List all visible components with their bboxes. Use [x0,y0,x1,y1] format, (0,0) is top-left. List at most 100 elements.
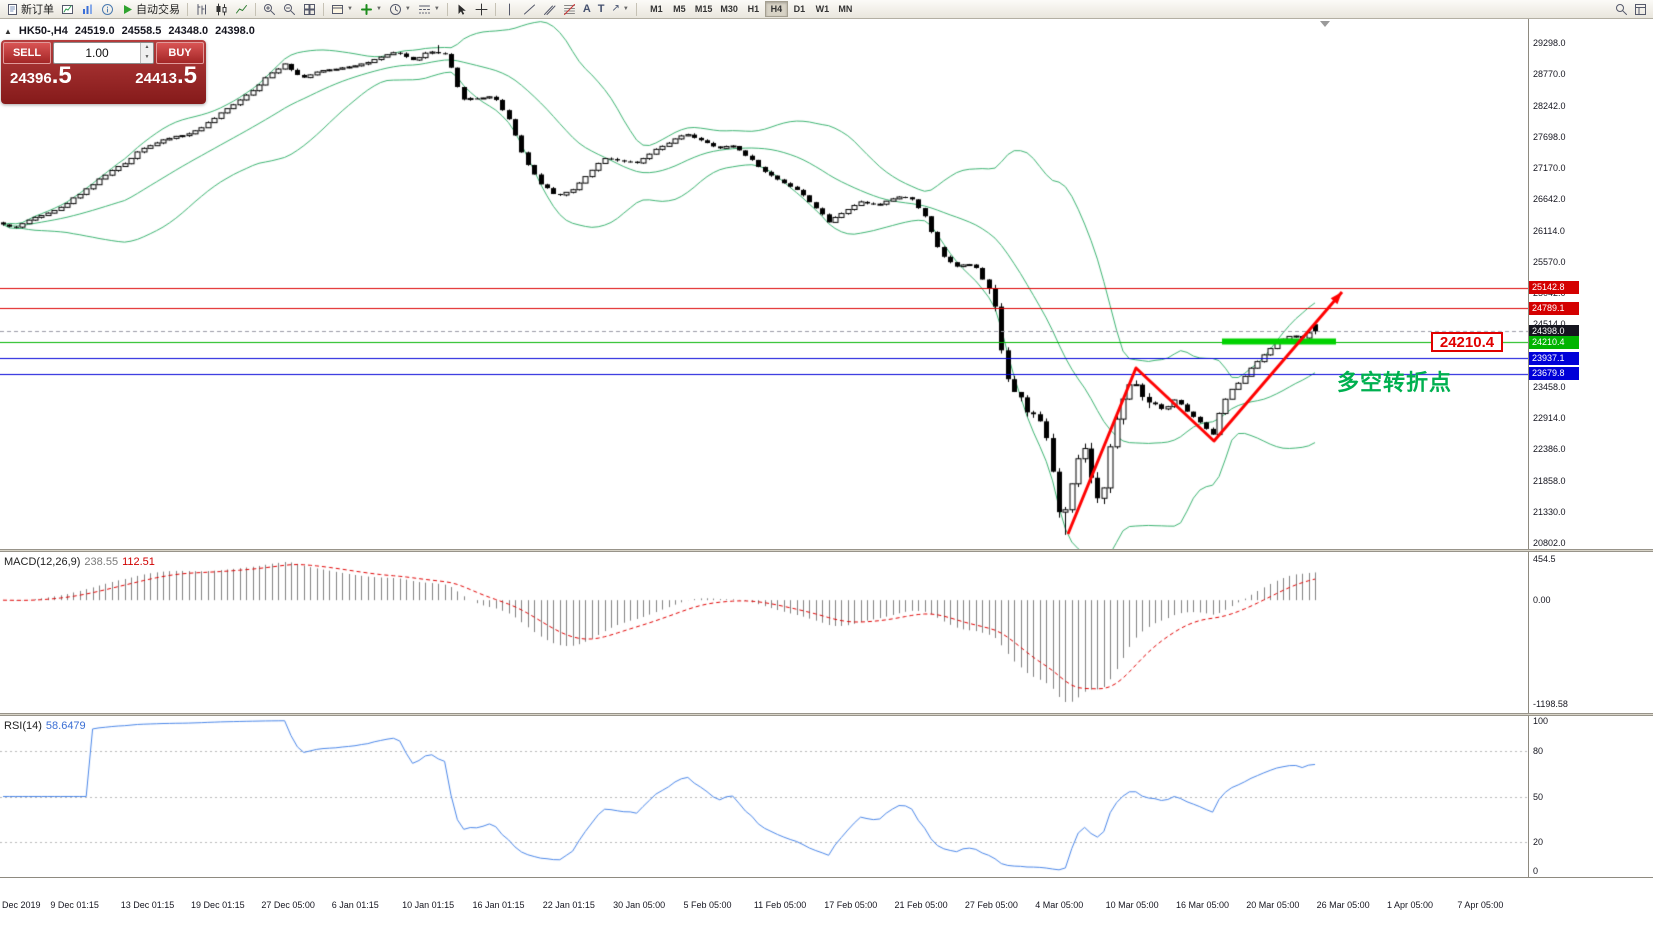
macd-panel-canvas[interactable] [0,552,1528,713]
price-axis-main[interactable]: 29298.0 28770.0 28242.0 27698.0 27170.0 26642… [1529,19,1653,549]
vertical-line-button[interactable] [500,1,519,18]
price-axis-label: 25570.0 [1533,257,1566,267]
symbol-period-label: HK50-,H4 [18,25,68,37]
time-axis-label: 27 Feb 05:00 [964,900,1018,910]
sell-button[interactable]: SELL [3,42,51,64]
rsi-panel-canvas[interactable] [0,716,1528,877]
clock-icon [389,3,401,15]
fibonacci-icon [563,3,575,15]
one-click-trading-panel: SELL 1.00 ▲ ▼ BUY 24396.5 24413.5 [1,40,206,104]
label-tool-icon: T [597,3,605,15]
data-window-icon [102,3,113,15]
price-level-tag: 25142.8 [1529,281,1579,294]
channel-button[interactable] [540,1,559,18]
time-axis-divider [0,877,1653,878]
open-value: 24519.0 [74,25,115,37]
timeframe-m5-button[interactable]: M5 [668,1,691,17]
time-axis-label: 19 Dec 01:15 [191,900,245,910]
line-style-button[interactable]: ▼ [415,1,443,18]
volume-down-icon[interactable]: ▼ [141,53,153,63]
time-axis-label: 16 Jan 01:15 [472,900,525,910]
buy-price[interactable]: 24413.5 [135,62,197,89]
crosshair-button[interactable] [472,1,491,18]
data-window-button[interactable] [98,1,117,18]
main-chart-canvas[interactable] [0,19,1528,549]
label-tool-button[interactable]: T [595,1,608,18]
zoom-in-button[interactable] [260,1,279,18]
bar-chart-type-button[interactable] [192,1,211,18]
timeframe-w1-button[interactable]: W1 [811,1,834,17]
buy-button[interactable]: BUY [156,42,204,64]
trendline-icon [523,4,535,14]
price-axis-macd[interactable]: 454.5 0.00 -1198.58 [1529,552,1653,713]
market-watch-icon [83,4,92,14]
price-level-tag: 23679.8 [1529,367,1579,380]
chevron-down-icon: ▼ [347,6,353,12]
timeframe-h4-button[interactable]: H4 [764,1,788,17]
macd-signal-value: 112.51 [122,556,155,568]
price-axis-label: 27170.0 [1533,163,1566,173]
chart-shift-marker[interactable] [1320,21,1330,27]
tile-windows-button[interactable] [300,1,319,18]
timeframe-m1-button[interactable]: M1 [645,1,668,17]
volume-value[interactable]: 1.00 [85,46,109,60]
macd-axis-label: 454.5 [1533,554,1556,564]
low-value: 24348.0 [168,25,209,37]
indicator-add-icon [360,3,372,15]
new-order-button[interactable]: 新订单 [3,1,57,18]
volume-stepper[interactable]: ▲ ▼ [140,43,153,63]
search-button[interactable] [1612,1,1631,18]
text-tool-button[interactable]: A [580,1,594,18]
cursor-button[interactable] [452,1,471,18]
collapse-panel-icon[interactable]: ▲ [4,26,12,36]
panel-divider[interactable] [0,713,1653,716]
zoom-out-button[interactable] [280,1,299,18]
time-axis-label: 13 Dec 01:15 [120,900,175,910]
timeframe-m30-button[interactable]: M30 [716,1,742,17]
auto-trading-button[interactable]: 自动交易 [118,1,183,18]
price-axis[interactable]: 29298.0 28770.0 28242.0 27698.0 27170.0 26642… [1528,19,1653,877]
time-axis-label: 30 Jan 05:00 [613,900,666,910]
price-axis-label: 23458.0 [1533,382,1566,392]
periods-button[interactable]: ▼ [386,1,414,18]
templates-button[interactable]: ▼ [328,1,356,18]
time-axis-label: 10 Jan 01:15 [402,900,455,910]
candle-chart-type-icon [216,3,227,15]
ohlc-readout: ▲ HK50-,H4 24519.0 24558.5 24348.0 24398… [4,25,255,37]
rsi-axis-label: 0 [1533,866,1539,876]
price-axis-label: 24514.0 [1533,319,1566,329]
price-axis-label: 26642.0 [1533,194,1566,204]
time-axis[interactable]: Dec 2019 9 Dec 01:15 13 Dec 01:15 19 Dec 01… [0,877,1528,942]
chart-window-icon [62,4,73,14]
layout-button[interactable] [1631,1,1650,18]
fibonacci-button[interactable] [560,1,579,18]
panel-divider[interactable] [0,549,1653,552]
toolbar-separator [255,2,256,16]
crosshair-icon [475,3,488,15]
trendline-button[interactable] [520,1,539,18]
candle-chart-type-button[interactable] [212,1,231,18]
turning-point-annotation: 多空转折点 [1337,370,1453,395]
volume-up-icon[interactable]: ▲ [141,43,153,53]
timeframe-h1-button[interactable]: H1 [742,1,765,17]
sell-price[interactable]: 24396.5 [10,62,72,89]
vertical-line-icon [508,3,510,15]
indicators-button[interactable]: ▼ [357,1,385,18]
price-axis-rsi[interactable]: 100 80 50 20 0 [1529,716,1653,877]
arrows-tool-button[interactable]: ↗ ▼ [609,1,632,18]
toolbar-right-group [1612,1,1650,18]
high-value: 24558.5 [121,25,162,37]
price-axis-label: 27698.0 [1533,132,1566,142]
time-axis-label: 17 Feb 05:00 [824,900,878,910]
price-axis-label: 22914.0 [1533,413,1566,423]
volume-input[interactable]: 1.00 ▲ ▼ [53,42,154,64]
price-level-tag: 24210.4 [1529,336,1579,349]
timeframe-d1-button[interactable]: D1 [788,1,811,17]
timeframe-m15-button[interactable]: M15 [691,1,717,17]
price-axis-label: 26114.0 [1533,226,1565,236]
price-axis-label: 21858.0 [1533,476,1566,486]
line-chart-type-button[interactable] [232,1,251,18]
charts-button[interactable] [58,1,77,18]
market-watch-button[interactable] [78,1,97,18]
timeframe-mn-button[interactable]: MN [834,1,857,17]
